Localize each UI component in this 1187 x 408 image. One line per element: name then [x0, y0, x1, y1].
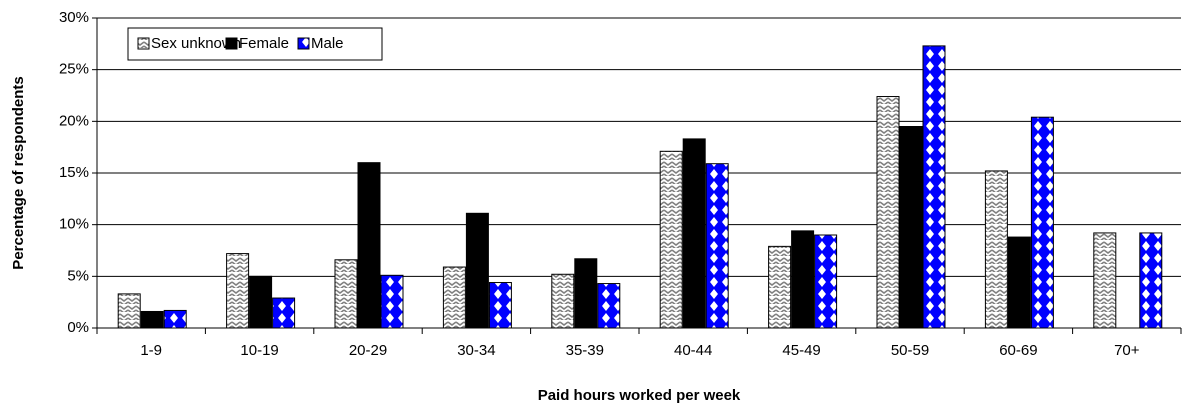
bar [659, 150, 683, 329]
bar [574, 258, 598, 329]
x-tick-label: 20-29 [349, 342, 387, 359]
x-tick-label: 50-59 [891, 342, 929, 359]
legend-swatch [225, 37, 238, 50]
x-tick-label: 60-69 [999, 342, 1037, 359]
bar [1139, 232, 1163, 329]
y-tick-label: 5% [67, 267, 89, 284]
bar [682, 138, 706, 329]
y-tick-label: 25% [59, 61, 89, 78]
bar [163, 309, 187, 329]
x-tick-label: 30-34 [457, 342, 495, 359]
bar [117, 293, 141, 329]
bar [1007, 236, 1031, 329]
bar [1093, 232, 1117, 329]
y-tick-label: 20% [59, 112, 89, 129]
legend-swatch [297, 37, 310, 50]
x-tick-label: 70+ [1114, 342, 1140, 359]
bar [768, 245, 792, 329]
legend-label: Male [311, 35, 344, 52]
bar [922, 45, 946, 329]
legend-box [127, 27, 383, 61]
bar [226, 253, 250, 329]
x-tick-label: 45-49 [782, 342, 820, 359]
bar [380, 274, 404, 329]
x-tick-label: 1-9 [140, 342, 162, 359]
bar [814, 234, 838, 329]
bar [791, 230, 815, 329]
bar [876, 96, 900, 329]
x-tick-label: 40-44 [674, 342, 712, 359]
bar [984, 170, 1008, 329]
bar [551, 273, 575, 329]
legend-label: Sex unknown [151, 35, 241, 52]
y-tick-label: 10% [59, 216, 89, 233]
bar [357, 162, 381, 329]
x-tick-label: 10-19 [240, 342, 278, 359]
bar [442, 266, 466, 329]
bar [465, 212, 489, 329]
bar [249, 275, 273, 329]
bar [705, 163, 729, 329]
x-tick-label: 35-39 [566, 342, 604, 359]
legend-label: Female [239, 35, 289, 52]
bar [488, 282, 512, 329]
legend-swatch [137, 37, 150, 50]
bar [899, 126, 923, 329]
y-tick-label: 15% [59, 164, 89, 181]
bar [1030, 116, 1054, 329]
bar [597, 283, 621, 329]
y-tick-label: 30% [59, 9, 89, 26]
bar [272, 297, 296, 329]
bar [140, 310, 164, 329]
x-axis-title: Paid hours worked per week [538, 387, 741, 404]
bar [334, 259, 358, 329]
y-axis-title: Percentage of respondents [10, 76, 27, 269]
y-tick-label: 0% [67, 319, 89, 336]
